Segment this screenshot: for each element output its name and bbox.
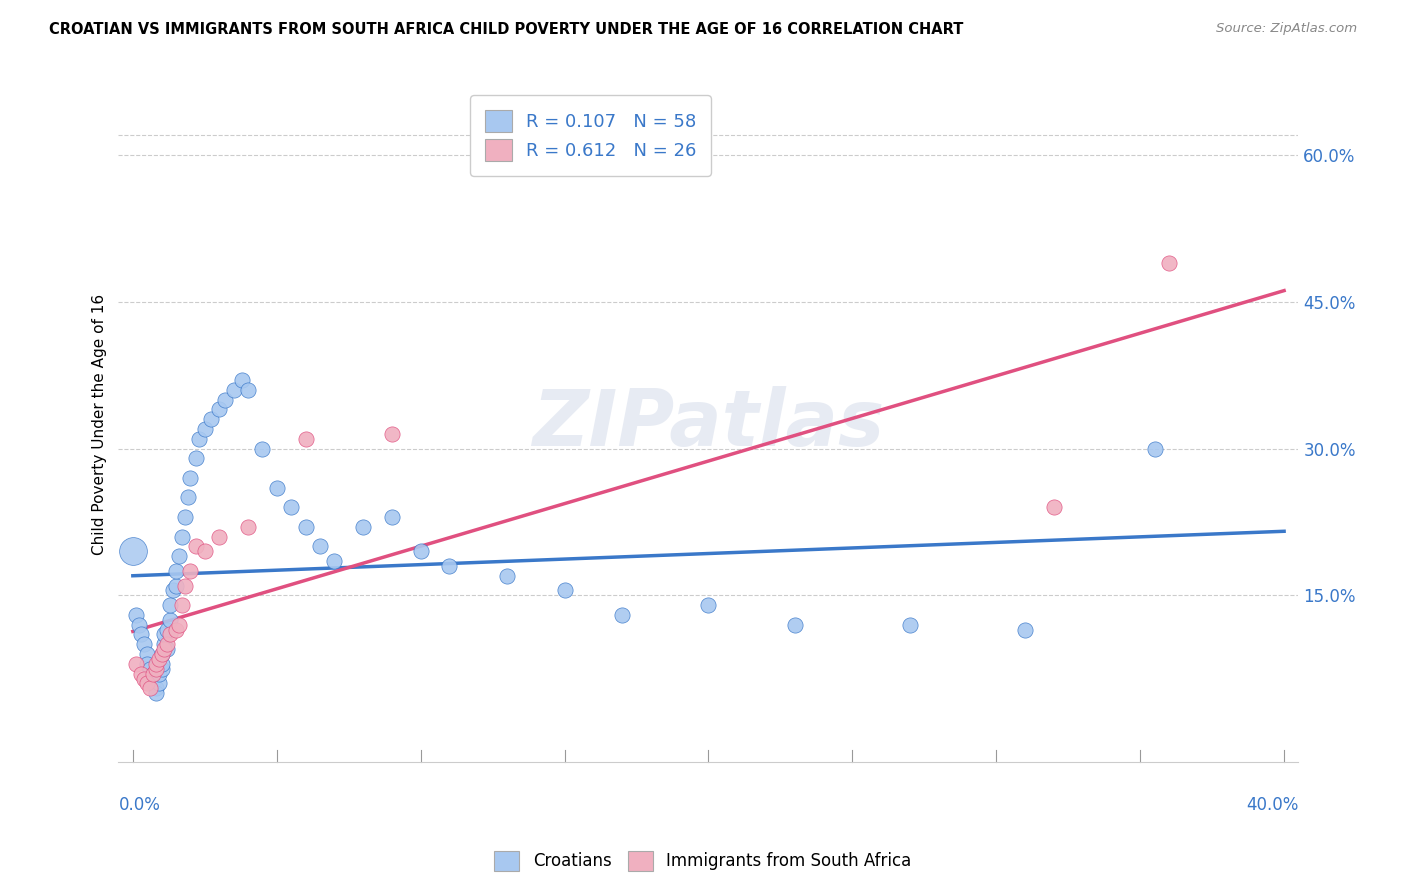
Point <box>145 662 167 676</box>
Point <box>186 540 208 554</box>
Point <box>156 623 179 637</box>
Point <box>131 666 153 681</box>
Point <box>231 373 253 387</box>
Point <box>142 666 165 681</box>
Point <box>125 657 148 671</box>
Point <box>610 607 633 622</box>
Point <box>162 583 184 598</box>
Point <box>142 676 165 690</box>
Point <box>165 564 187 578</box>
Point <box>236 520 259 534</box>
Point <box>153 637 176 651</box>
Point <box>131 627 153 641</box>
Point <box>153 642 176 657</box>
Point <box>179 564 201 578</box>
Text: 40.0%: 40.0% <box>1246 796 1299 814</box>
Point <box>309 540 332 554</box>
Point <box>208 402 231 417</box>
Text: ZIPatlas: ZIPatlas <box>533 386 884 462</box>
Point <box>252 442 274 456</box>
Point <box>1014 623 1036 637</box>
Point <box>439 558 461 573</box>
Text: 0.0%: 0.0% <box>118 796 160 814</box>
Point <box>150 657 173 671</box>
Point <box>156 642 179 657</box>
Point <box>381 510 404 524</box>
Text: Source: ZipAtlas.com: Source: ZipAtlas.com <box>1216 22 1357 36</box>
Point <box>150 662 173 676</box>
Point <box>1157 255 1180 269</box>
Point <box>148 652 170 666</box>
Point <box>266 481 288 495</box>
Point <box>194 422 217 436</box>
Point <box>159 627 181 641</box>
Point <box>165 623 187 637</box>
Point <box>159 598 181 612</box>
Point <box>208 530 231 544</box>
Point <box>898 617 921 632</box>
Point <box>145 686 167 700</box>
Point <box>1143 442 1166 456</box>
Point <box>173 578 195 592</box>
Point <box>294 520 316 534</box>
Point <box>176 491 198 505</box>
Point <box>170 530 193 544</box>
Point <box>179 471 201 485</box>
Point <box>323 554 346 568</box>
Point <box>142 666 165 681</box>
Point <box>121 544 143 558</box>
Point <box>1043 500 1066 515</box>
Point <box>145 681 167 696</box>
Point <box>381 426 404 441</box>
Point <box>167 617 190 632</box>
Point <box>496 568 519 582</box>
Point <box>167 549 190 564</box>
Point <box>128 617 150 632</box>
Point <box>409 544 432 558</box>
Legend: Croatians, Immigrants from South Africa: Croatians, Immigrants from South Africa <box>486 842 920 880</box>
Point <box>194 544 217 558</box>
Point <box>170 598 193 612</box>
Point <box>294 432 316 446</box>
Point <box>153 627 176 641</box>
Point <box>783 617 806 632</box>
Point <box>156 637 179 651</box>
Point <box>188 432 211 446</box>
Point <box>125 607 148 622</box>
Point <box>554 583 576 598</box>
Point <box>139 662 162 676</box>
Point <box>697 598 720 612</box>
Point <box>136 657 159 671</box>
Point <box>136 676 159 690</box>
Point <box>200 412 222 426</box>
Point <box>186 451 208 466</box>
Point <box>352 520 374 534</box>
Point <box>134 672 156 686</box>
Point <box>145 657 167 671</box>
Point <box>159 613 181 627</box>
Point <box>139 672 162 686</box>
Text: CROATIAN VS IMMIGRANTS FROM SOUTH AFRICA CHILD POVERTY UNDER THE AGE OF 16 CORRE: CROATIAN VS IMMIGRANTS FROM SOUTH AFRICA… <box>49 22 963 37</box>
Point <box>136 647 159 661</box>
Point <box>236 383 259 397</box>
Point <box>214 392 236 407</box>
Point <box>148 666 170 681</box>
Point <box>280 500 302 515</box>
Point <box>173 510 195 524</box>
Point <box>165 578 187 592</box>
Point <box>150 647 173 661</box>
Point <box>139 681 162 696</box>
Y-axis label: Child Poverty Under the Age of 16: Child Poverty Under the Age of 16 <box>93 293 107 555</box>
Point <box>222 383 245 397</box>
Point <box>134 637 156 651</box>
Point <box>148 676 170 690</box>
Point <box>150 647 173 661</box>
Legend: R = 0.107   N = 58, R = 0.612   N = 26: R = 0.107 N = 58, R = 0.612 N = 26 <box>470 95 711 176</box>
